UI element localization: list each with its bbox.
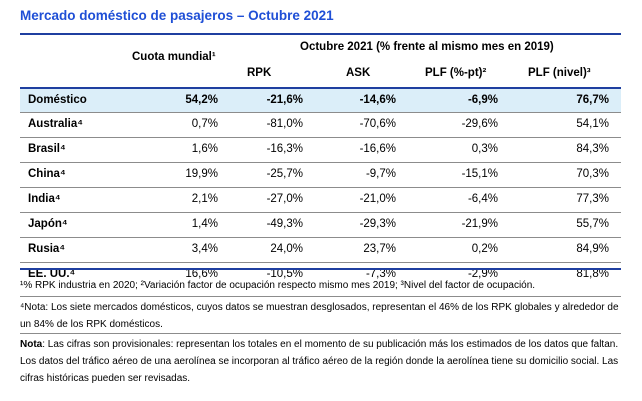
- cell-cuota: 1,6%: [191, 143, 218, 155]
- header-rpk: RPK: [247, 67, 272, 79]
- footnote-3: Nota: Las cifras son provisionales: repr…: [20, 333, 621, 387]
- cell-ask: -70,6%: [359, 118, 396, 130]
- table-row: India⁴ 2,1% -27,0% -21,0% -6,4% 77,3%: [20, 187, 621, 212]
- cell-cuota: 54,2%: [185, 94, 218, 106]
- table-row: Brasil⁴ 1,6% -16,3% -16,6% 0,3% 84,3%: [20, 137, 621, 162]
- table-row: Japón⁴ 1,4% -49,3% -29,3% -21,9% 55,7%: [20, 212, 621, 237]
- footnote-3-text: : Las cifras son provisionales: represen…: [20, 339, 619, 384]
- header-ask: ASK: [346, 67, 371, 79]
- cell-plf-pt: -6,4%: [467, 193, 498, 205]
- top-rule: [20, 33, 621, 35]
- cell-rpk: -10,5%: [266, 268, 303, 280]
- cell-cuota: 1,4%: [191, 218, 218, 230]
- table-row: EE. UU.⁴ 16,6% -10,5% -7,3% -2,9% 81,8%: [20, 262, 621, 287]
- cell-ask: -16,6%: [359, 143, 396, 155]
- cell-rpk: -49,3%: [266, 218, 303, 230]
- row-label: India⁴: [28, 193, 61, 205]
- row-label: Brasil⁴: [28, 143, 66, 155]
- cell-rpk: -25,7%: [266, 168, 303, 180]
- header-plf-pt: PLF (%-pt)²: [425, 67, 487, 79]
- cell-rpk: -21,6%: [266, 94, 303, 106]
- cell-rpk: -16,3%: [266, 143, 303, 155]
- cell-plf-nivel: 54,1%: [576, 118, 609, 130]
- cell-ask: -21,0%: [359, 193, 396, 205]
- page-title: Mercado doméstico de pasajeros – Octubre…: [20, 8, 334, 23]
- cell-ask: -7,3%: [365, 268, 396, 280]
- cell-cuota: 19,9%: [185, 168, 218, 180]
- row-label: Australia⁴: [28, 118, 83, 130]
- cell-rpk: 24,0%: [270, 243, 303, 255]
- bottom-rule: [20, 268, 621, 270]
- cell-plf-pt: -29,6%: [461, 118, 498, 130]
- cell-plf-pt: 0,3%: [471, 143, 498, 155]
- row-label: China⁴: [28, 168, 66, 180]
- footnote-2: ⁴Nota: Los siete mercados domésticos, cu…: [20, 296, 621, 333]
- table-row: Rusia⁴ 3,4% 24,0% 23,7% 0,2% 84,9%: [20, 237, 621, 262]
- row-label: EE. UU.⁴: [28, 268, 76, 280]
- cell-plf-nivel: 81,8%: [576, 268, 609, 280]
- cell-plf-nivel: 77,3%: [576, 193, 609, 205]
- cell-plf-nivel: 84,3%: [576, 143, 609, 155]
- cell-cuota: 2,1%: [191, 193, 218, 205]
- header-group: Octubre 2021 (% frente al mismo mes en 2…: [300, 41, 554, 53]
- cell-ask: 23,7%: [363, 243, 396, 255]
- cell-cuota: 3,4%: [191, 243, 218, 255]
- cell-rpk: -27,0%: [266, 193, 303, 205]
- table-row: Australia⁴ 0,7% -81,0% -70,6% -29,6% 54,1%: [20, 112, 621, 137]
- cell-plf-pt: -6,9%: [467, 94, 498, 106]
- cell-plf-nivel: 70,3%: [576, 168, 609, 180]
- footnote-1: ¹% RPK industria en 2020; ²Variación fac…: [20, 280, 536, 291]
- cell-plf-pt: -15,1%: [461, 168, 498, 180]
- row-label: Japón⁴: [28, 218, 68, 230]
- header-plf-nivel: PLF (nivel)³: [528, 67, 591, 79]
- row-label: Doméstico: [28, 94, 87, 106]
- cell-ask: -9,7%: [365, 168, 396, 180]
- header-cuota: Cuota mundial¹: [132, 51, 216, 63]
- cell-cuota: 16,6%: [185, 268, 218, 280]
- cell-plf-pt: -2,9%: [467, 268, 498, 280]
- row-label: Rusia⁴: [28, 243, 66, 255]
- cell-ask: -29,3%: [359, 218, 396, 230]
- table-row-highlight: Doméstico 54,2% -21,6% -14,6% -6,9% 76,7%: [20, 87, 621, 113]
- cell-ask: -14,6%: [359, 94, 396, 106]
- table-row: China⁴ 19,9% -25,7% -9,7% -15,1% 70,3%: [20, 162, 621, 187]
- cell-rpk: -81,0%: [266, 118, 303, 130]
- cell-plf-pt: 0,2%: [471, 243, 498, 255]
- cell-plf-pt: -21,9%: [461, 218, 498, 230]
- cell-plf-nivel: 84,9%: [576, 243, 609, 255]
- cell-plf-nivel: 55,7%: [576, 218, 609, 230]
- footnote-3-label: Nota: [20, 339, 43, 350]
- cell-cuota: 0,7%: [191, 118, 218, 130]
- cell-plf-nivel: 76,7%: [576, 94, 609, 106]
